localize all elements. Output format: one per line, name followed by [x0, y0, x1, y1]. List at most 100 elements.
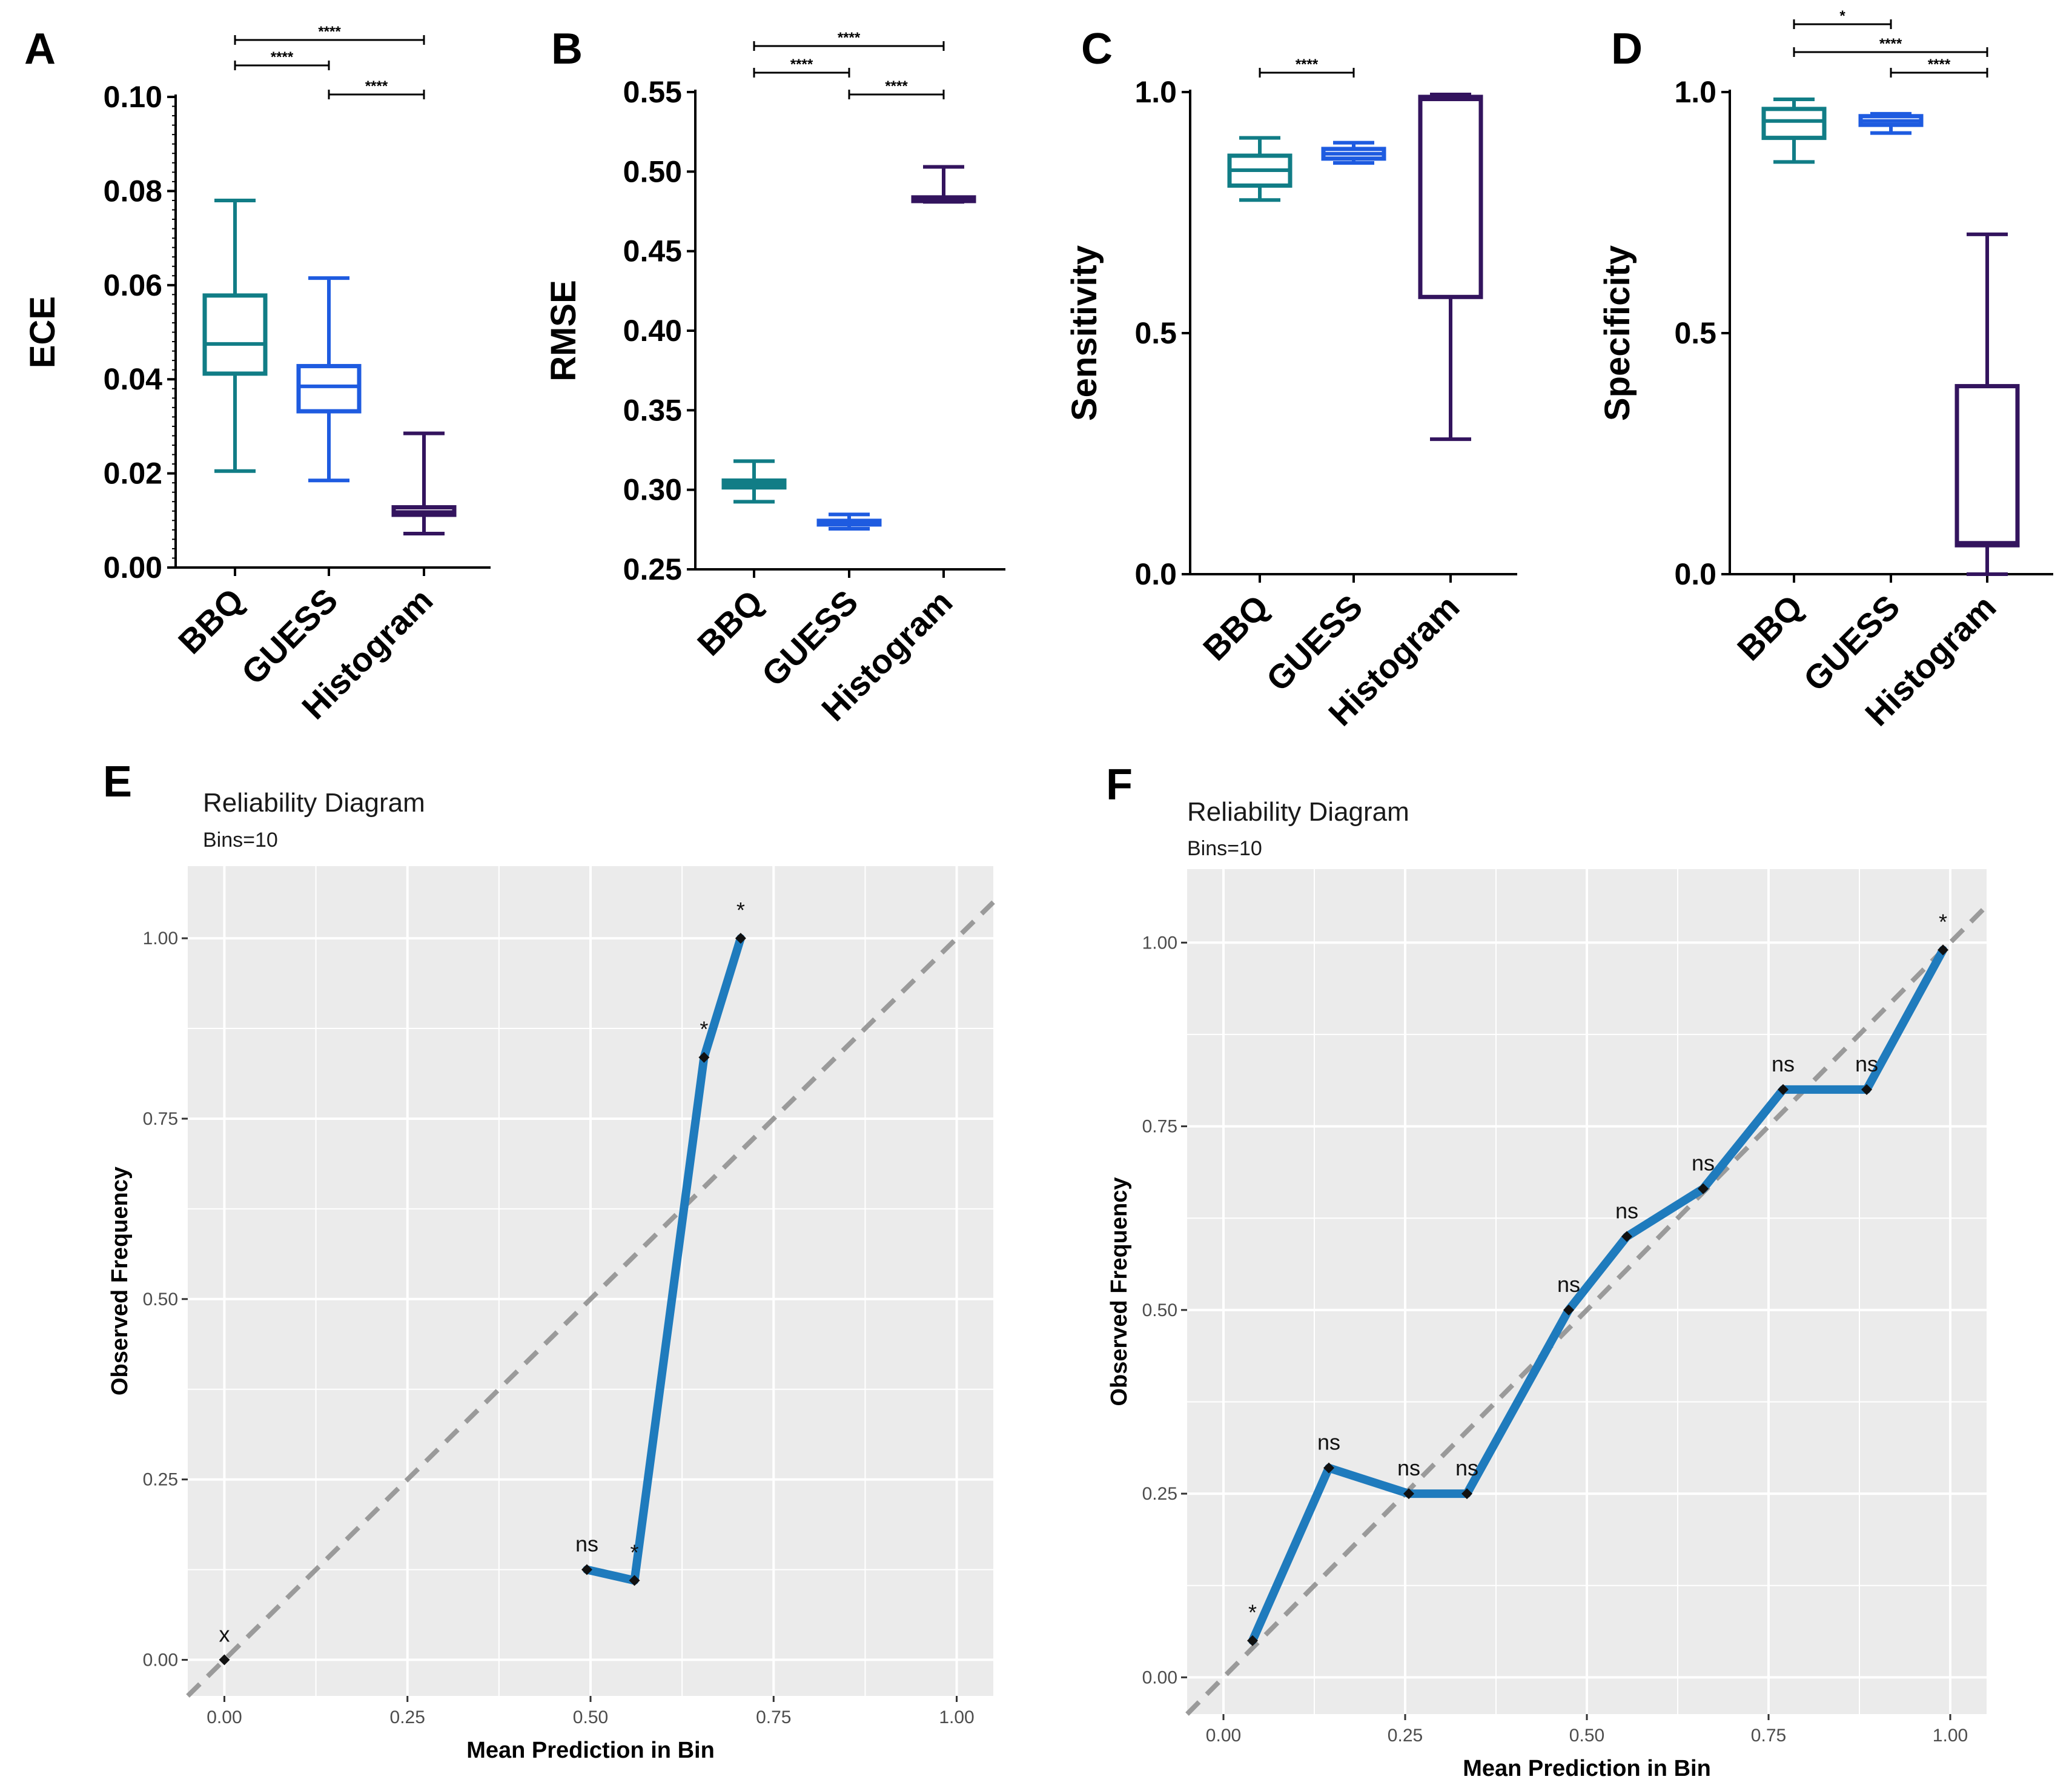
- y-tick-label: 0.50: [143, 1289, 178, 1309]
- significance-label: ns: [1692, 1151, 1715, 1176]
- y-tick-label: 0.50: [1142, 1300, 1177, 1320]
- x-axis-label: Mean Prediction in Bin: [1463, 1756, 1711, 1781]
- x-tick-label: 0.75: [1751, 1726, 1786, 1746]
- significance-label: *: [631, 1540, 639, 1564]
- significance-label: ****: [1928, 56, 1951, 73]
- box-histogram: [1418, 94, 1483, 299]
- y-tick-label: 0.45: [623, 234, 682, 268]
- panel-label: F: [1106, 761, 1133, 809]
- panel-a-ece-boxplot: A0.000.020.040.060.080.10ECEBBQGUESSHist…: [23, 24, 491, 726]
- y-tick-label: 0.25: [143, 1470, 178, 1490]
- x-category-label: BBQ: [171, 581, 251, 661]
- significance-label: ns: [1317, 1430, 1340, 1455]
- data-point-marker: [1861, 1084, 1872, 1095]
- data-point-marker: [1247, 1635, 1258, 1646]
- data-point-marker: [581, 1564, 592, 1575]
- chart-subtitle: Bins=10: [1187, 837, 1262, 860]
- significance-label: ns: [1557, 1272, 1580, 1297]
- significance-label: ****: [838, 30, 861, 46]
- box-bbq: [202, 293, 268, 376]
- significance-label: ****: [885, 78, 908, 94]
- perfect-calibration-diagonal: [1185, 904, 1988, 1716]
- chart-title: Reliability Diagram: [1187, 797, 1409, 827]
- y-tick-label: 0.04: [104, 362, 163, 396]
- significance-label: *: [1248, 1600, 1257, 1625]
- chart-title: Reliability Diagram: [203, 788, 425, 818]
- x-axis-label: Mean Prediction in Bin: [466, 1738, 715, 1763]
- y-tick-label: 0.25: [1142, 1484, 1177, 1504]
- panel-c-sensitivity-boxplot: C0.00.51.0SensitivityBBQGUESSHistogram**…: [1065, 25, 1517, 733]
- y-tick-label: 0.06: [104, 268, 162, 302]
- x-tick-label: 1.00: [1933, 1726, 1968, 1746]
- y-tick-label: 1.00: [1142, 933, 1177, 953]
- significance-label: *: [700, 1017, 708, 1042]
- calibration-curve: [582, 934, 745, 1585]
- data-point-marker: [1403, 1488, 1414, 1500]
- significance-label: *: [1839, 8, 1845, 24]
- y-tick-label: 0.0: [1134, 557, 1177, 591]
- y-tick-label: 0.5: [1134, 316, 1177, 350]
- panel-b-rmse-boxplot: B0.250.300.350.400.450.500.55RMSEBBQGUES…: [544, 25, 1005, 728]
- calibration-curve: [1248, 945, 1947, 1645]
- y-tick-label: 0.35: [623, 393, 682, 427]
- y-tick-label: 0.02: [104, 457, 162, 491]
- x-tick-label: 0.25: [390, 1707, 425, 1727]
- data-point-marker: [698, 1051, 710, 1063]
- panel-label: B: [551, 25, 583, 73]
- x-tick-label: 0.00: [1206, 1726, 1241, 1746]
- y-tick-label: 0.5: [1674, 316, 1716, 350]
- y-tick-label: 1.00: [143, 929, 178, 948]
- y-tick-label: 0.00: [143, 1650, 178, 1670]
- data-point-marker: [1563, 1304, 1574, 1316]
- x-category-label: BBQ: [690, 583, 770, 663]
- significance-label: ****: [365, 78, 388, 94]
- y-axis-label: Observed Frequency: [1107, 1177, 1132, 1406]
- box-guess: [296, 363, 362, 414]
- y-tick-label: 0.40: [623, 314, 682, 348]
- x-tick-label: 0.00: [207, 1707, 242, 1727]
- significance-label: ****: [1296, 56, 1319, 73]
- y-tick-label: 0.75: [143, 1109, 178, 1129]
- perfect-calibration-diagonal: [186, 900, 995, 1698]
- data-point-marker: [629, 1575, 640, 1586]
- significance-label: ****: [318, 24, 341, 40]
- y-tick-label: 0.30: [623, 473, 682, 507]
- y-tick-label: 0.75: [1142, 1117, 1177, 1137]
- box-bbq: [1761, 107, 1827, 141]
- significance-label: ns: [1397, 1455, 1420, 1480]
- y-axis-label: Observed Frequency: [107, 1167, 133, 1395]
- x-tick-label: 0.75: [756, 1707, 791, 1727]
- box-histogram: [1954, 384, 2020, 548]
- y-axis-label: RMSE: [544, 280, 583, 382]
- significance-label: ns: [1855, 1051, 1878, 1076]
- y-tick-label: 0.00: [1142, 1667, 1177, 1687]
- x-tick-label: 0.50: [1569, 1726, 1604, 1746]
- significance-label: *: [1939, 909, 1947, 934]
- panel-e-reliability-diagram: E Reliability Diagram Bins=10 0.00 0.25 0.50 0…: [103, 758, 995, 1763]
- y-tick-label: 1.0: [1674, 75, 1716, 109]
- y-tick-label: 0.55: [623, 75, 682, 109]
- y-tick-label: 0.25: [623, 552, 682, 586]
- x-tick-label: 0.25: [1388, 1726, 1423, 1746]
- x-category-label: BBQ: [1196, 588, 1276, 668]
- data-point-marker: [1461, 1488, 1472, 1500]
- significance-label: ****: [271, 49, 294, 65]
- significance-label: ****: [790, 56, 813, 73]
- data-point-marker: [219, 1654, 230, 1666]
- x-category-label: BBQ: [1730, 588, 1810, 668]
- panel-d-specificity-boxplot: D0.00.51.0SpecificityBBQGUESSHistogram**…: [1598, 8, 2053, 733]
- data-point-marker: [1938, 944, 1948, 956]
- significance-label: *: [736, 898, 745, 922]
- y-tick-label: 0.10: [104, 80, 162, 114]
- significance-label: ns: [1772, 1051, 1795, 1076]
- y-tick-label: 0.0: [1674, 557, 1716, 591]
- x-tick-label: 1.00: [939, 1707, 974, 1727]
- panel-label: E: [103, 758, 132, 806]
- y-tick-label: 1.0: [1134, 75, 1177, 109]
- panel-label: C: [1081, 25, 1113, 73]
- panel-label: A: [24, 25, 56, 73]
- data-point-marker: [1621, 1231, 1632, 1242]
- data-point-marker: [1323, 1462, 1334, 1474]
- data-point-marker: [1698, 1183, 1709, 1194]
- y-tick-label: 0.08: [104, 174, 162, 208]
